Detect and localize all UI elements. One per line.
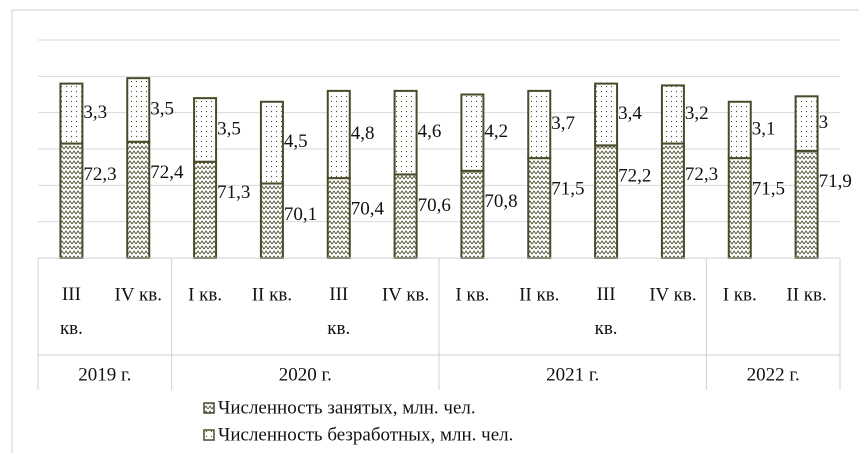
data-label: 70,4 <box>351 198 385 219</box>
x-tick-label: III кв. <box>327 284 350 339</box>
bar-segment <box>727 100 752 160</box>
group-label: 2022 г. <box>747 364 800 385</box>
x-tick-label: IV кв. <box>649 284 696 305</box>
bar-segment <box>594 82 619 147</box>
x-tick-label: I кв. <box>455 284 489 305</box>
bar-segment <box>393 89 418 176</box>
bar-segment <box>527 89 552 160</box>
data-label: 72,4 <box>150 162 184 183</box>
x-tick-label: III кв. <box>595 284 618 339</box>
data-label: 70,8 <box>484 191 517 212</box>
bar-segment <box>326 89 351 180</box>
bar-segment <box>126 77 151 143</box>
x-tick-label: II кв. <box>786 284 826 305</box>
bar-segment <box>259 100 284 185</box>
data-label: 3,5 <box>217 118 241 139</box>
data-label: 3,4 <box>618 103 642 124</box>
legend-label: Численность безработных, млн. чел. <box>218 424 513 445</box>
x-tick-label: II кв. <box>519 284 559 305</box>
bar-segment <box>193 160 218 259</box>
bar-segment <box>59 142 84 259</box>
data-label: 71,3 <box>217 182 250 203</box>
data-label: 3,3 <box>83 102 107 123</box>
bar-segment <box>460 93 485 172</box>
data-label: 71,5 <box>551 178 584 199</box>
data-label: 71,5 <box>752 178 785 199</box>
data-label: 4,6 <box>418 121 442 142</box>
bar-segment <box>460 169 485 259</box>
bar-segment <box>660 142 685 259</box>
legend-swatch <box>203 402 215 414</box>
data-label: 72,3 <box>83 164 116 185</box>
data-label: 72,3 <box>685 164 718 185</box>
bar-segment <box>594 144 619 259</box>
x-tick-label: IV кв. <box>382 284 429 305</box>
bar-segment <box>259 182 284 259</box>
bar-segment <box>193 97 218 163</box>
data-label: 71,9 <box>819 171 852 192</box>
bar-segment <box>393 173 418 259</box>
group-label: 2021 г. <box>546 364 599 385</box>
bar-segment <box>527 157 552 259</box>
data-label: 3,1 <box>752 118 776 139</box>
data-label: 4,2 <box>484 121 508 142</box>
x-tick-label: I кв. <box>723 284 757 305</box>
x-tick-label: II кв. <box>252 284 292 305</box>
data-label: 4,8 <box>351 123 375 144</box>
group-label: 2019 г. <box>78 364 131 385</box>
chart-border <box>11 9 859 453</box>
bar-segment <box>326 177 351 259</box>
group-label: 2020 г. <box>279 364 332 385</box>
data-label: 70,1 <box>284 204 317 225</box>
data-label: 70,6 <box>418 195 451 216</box>
bar-segment <box>59 82 84 145</box>
data-label: 3,5 <box>150 98 174 119</box>
bar-segment <box>727 157 752 259</box>
legend-label: Численность занятых, млн. чел. <box>218 397 476 418</box>
legend-swatch <box>203 429 215 441</box>
data-label: 72,2 <box>618 166 651 187</box>
bar-segment <box>660 84 685 145</box>
x-tick-label: IV кв. <box>115 284 162 305</box>
data-label: 3,2 <box>685 103 709 124</box>
data-label: 3 <box>819 112 829 133</box>
x-tick-label: III кв. <box>60 284 83 339</box>
x-tick-label: I кв. <box>188 284 222 305</box>
data-label: 4,5 <box>284 131 308 152</box>
data-label: 3,7 <box>551 113 575 134</box>
bar-segment <box>126 140 151 260</box>
bar-segment <box>794 95 819 152</box>
bar-segment <box>794 149 819 259</box>
